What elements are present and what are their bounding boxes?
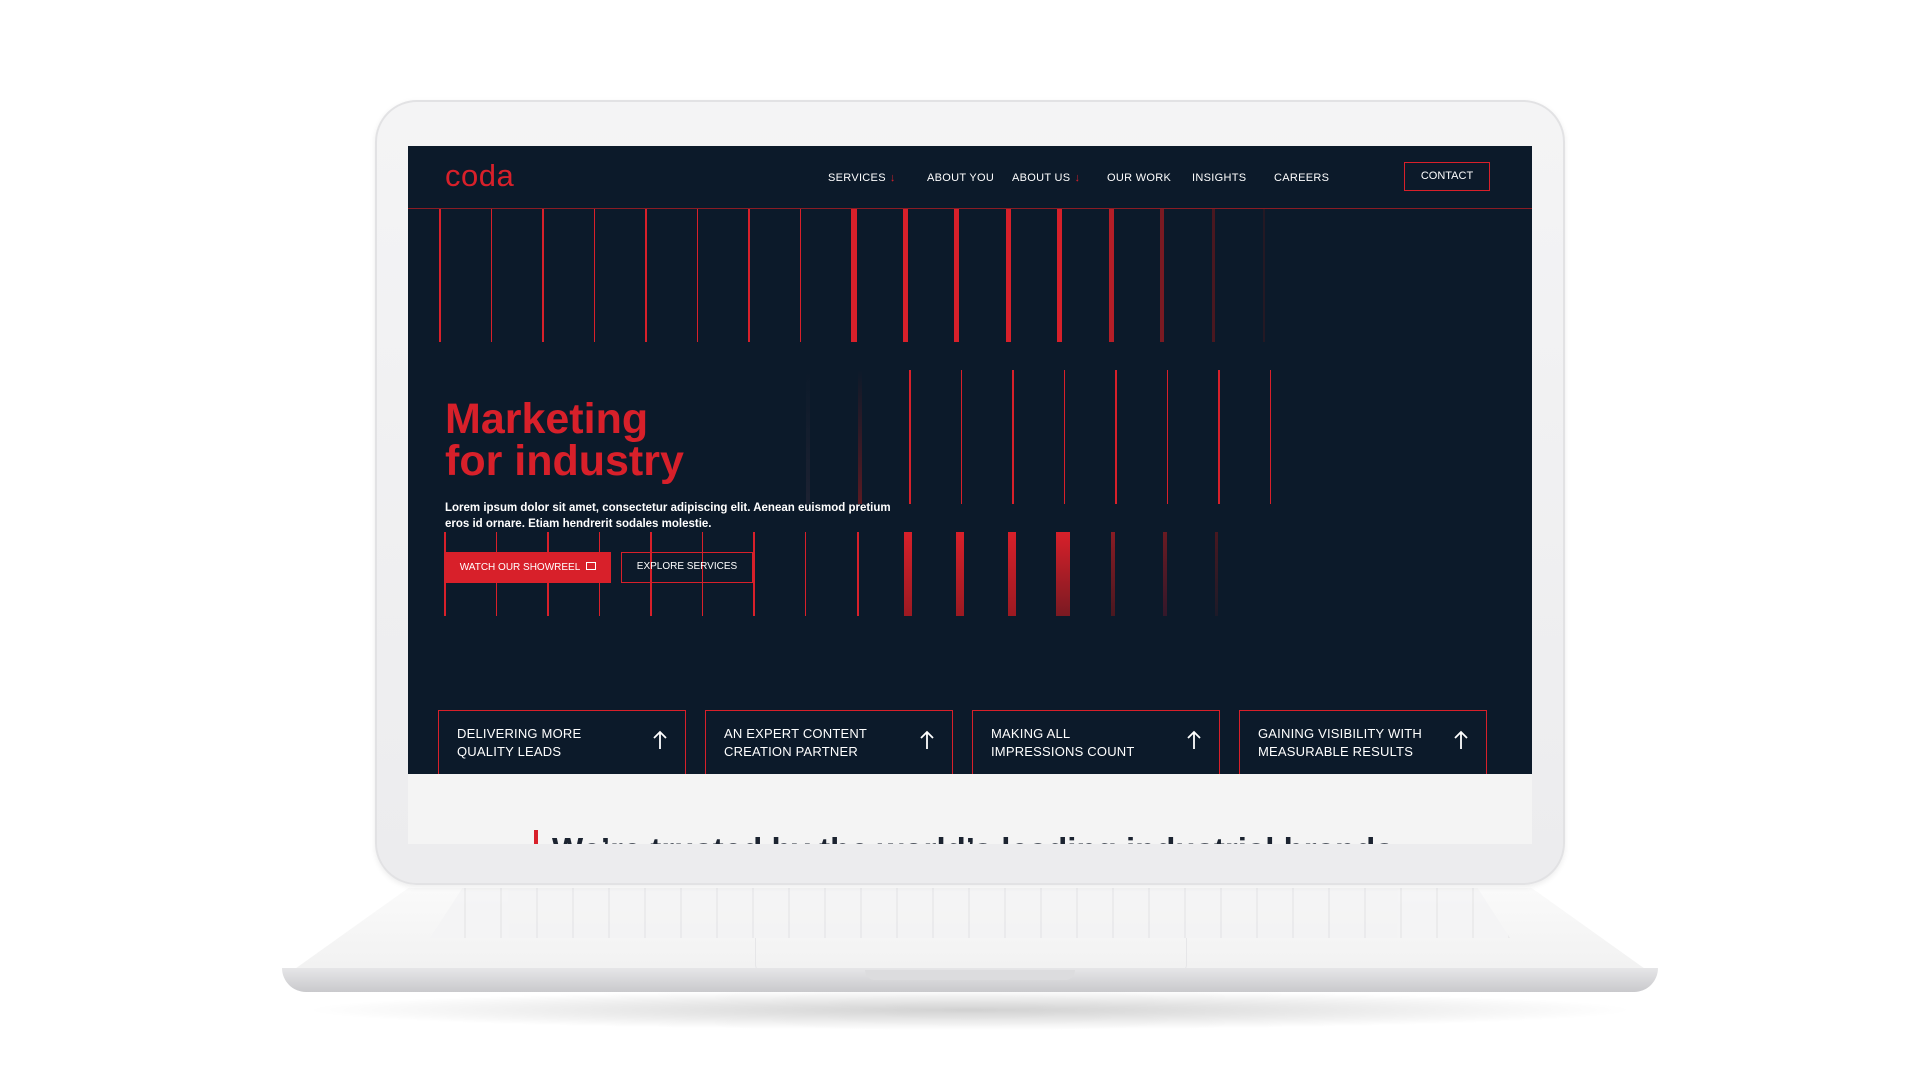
decorative-stripe [1111,532,1115,616]
arrow-down-icon: ↓ [889,172,896,184]
card-text: AN EXPERT CONTENT CREATION PARTNER [724,726,868,759]
decorative-stripe [1008,532,1016,616]
nav-item-insights[interactable]: INSIGHTS [1192,172,1246,184]
hero-title-line: Marketing [445,395,649,443]
decorative-stripe [960,370,962,504]
nav-item-label: ABOUT US [1012,172,1071,184]
nav-item-label: SERVICES [828,172,886,184]
hero-description: Lorem ipsum dolor sit amet, consectetur … [445,502,891,530]
card-text: MAKING ALL IMPRESSIONS COUNT [991,726,1135,759]
watch-showreel-button[interactable]: WATCH OUR SHOWREEL [445,552,611,583]
card-visibility[interactable]: GAINING VISIBILITY WITH MEASURABLE RESUL… [1239,710,1487,780]
trusted-heading: We’re trusted by the world’s leading ind… [534,830,1394,844]
nav-item-label: ABOUT YOU [927,172,995,184]
decorative-stripe [1115,370,1117,504]
top-navigation: coda SERVICES ↓ ABOUT YOU ABOUT US ↓ OUR W… [408,146,1532,209]
explore-services-button[interactable]: EXPLORE SERVICES [621,552,753,583]
decorative-stripe [1160,208,1164,342]
laptop-notch [865,970,1075,980]
decorative-stripe [1108,208,1114,342]
card-impressions[interactable]: MAKING ALL IMPRESSIONS COUNT [972,710,1220,780]
decorative-stripe [1215,532,1218,616]
decorative-stripe [1012,370,1014,504]
decorative-stripe [857,532,859,616]
decorative-stripe [851,208,857,342]
decorative-stripe [799,208,801,342]
nav-item-label: INSIGHTS [1192,172,1247,184]
trusted-section [408,774,1532,844]
card-text: GAINING VISIBILITY WITH MEASURABLE RESUL… [1258,726,1422,759]
arrow-up-icon [1187,730,1201,749]
decorative-stripe [593,208,595,342]
decorative-stripe [1211,208,1215,342]
hero-title: Marketing for industry [445,395,684,485]
decorative-stripe [650,532,652,616]
decorative-stripe [956,532,964,616]
card-text: DELIVERING MORE QUALITY LEADS [457,726,582,759]
decorative-stripe [1057,208,1062,342]
decorative-stripe [645,208,647,342]
nav-item-careers[interactable]: CAREERS [1274,172,1329,184]
decorative-stripe [1056,532,1070,616]
decorative-stripe [1063,370,1065,504]
decorative-stripe [1218,370,1220,504]
decorative-stripe [748,208,750,342]
nav-item-services[interactable]: SERVICES ↓ [828,172,896,184]
website-screen: coda SERVICES ↓ ABOUT YOU ABOUT US ↓ OUR W… [408,146,1532,844]
decorative-stripe [954,208,959,342]
decorative-stripe [753,532,755,616]
decorative-stripes [408,146,1532,844]
nav-item-label: CAREERS [1274,172,1330,184]
decorative-stripe [804,532,806,616]
laptop-trackpad [755,938,1187,971]
laptop-shadow [300,990,1640,1030]
hero-title-line: for industry [445,437,684,485]
nav-item-about-you[interactable]: ABOUT YOU [927,172,994,184]
decorative-stripe [542,208,544,342]
card-content-creation[interactable]: AN EXPERT CONTENT CREATION PARTNER [705,710,953,780]
decorative-stripe [696,208,698,342]
decorative-stripe [490,208,492,342]
decorative-stripe [701,532,703,616]
decorative-stripe [1166,370,1168,504]
decorative-stripe [439,208,441,342]
nav-item-label: OUR WORK [1107,172,1172,184]
decorative-stripe [902,208,908,342]
arrow-up-icon [920,730,934,749]
contact-button[interactable]: CONTACT [1404,162,1490,191]
arrow-up-icon [653,730,667,749]
decorative-stripe [1269,370,1271,504]
decorative-stripe [1163,532,1167,616]
arrow-down-icon: ↓ [1074,172,1081,184]
nav-item-our-work[interactable]: OUR WORK [1107,172,1171,184]
decorative-stripe [1005,208,1011,342]
decorative-stripe [909,370,911,504]
button-label: WATCH OUR SHOWREEL [459,562,581,573]
nav-item-about-us[interactable]: ABOUT US ↓ [1012,172,1080,184]
camera-icon [586,562,597,571]
arrow-up-icon [1454,730,1468,749]
card-quality-leads[interactable]: DELIVERING MORE QUALITY LEADS [438,710,686,780]
decorative-stripe [444,532,446,616]
decorative-stripe [904,532,912,616]
coda-logo[interactable]: coda [445,158,515,193]
decorative-stripe [1263,208,1265,342]
decorative-stripe [806,370,810,504]
laptop-keyboard [430,888,1510,938]
decorative-stripe [857,370,862,504]
